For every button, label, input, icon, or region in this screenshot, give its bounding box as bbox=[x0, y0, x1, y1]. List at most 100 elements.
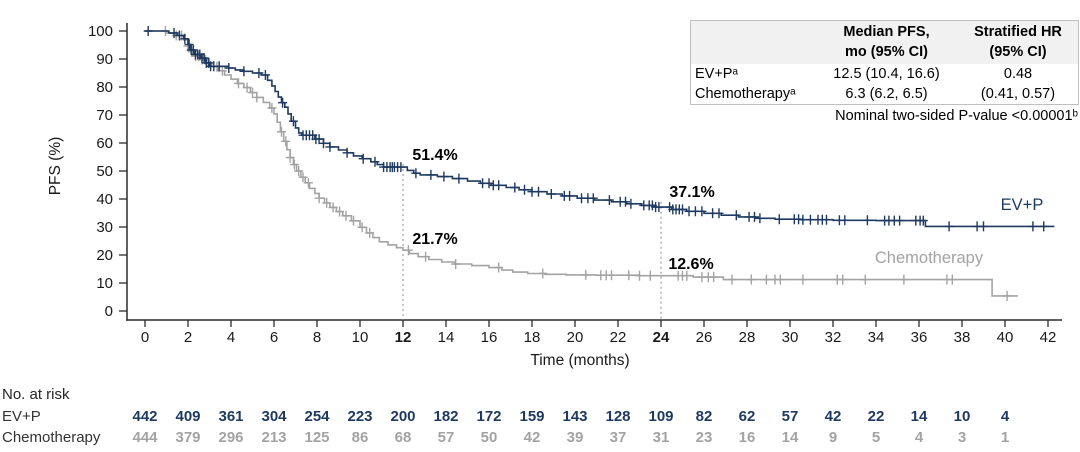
censor-mark bbox=[678, 204, 687, 215]
y-tick-label: 10 bbox=[96, 275, 113, 292]
risk-count: 172 bbox=[476, 408, 501, 425]
x-axis-title: Time (months) bbox=[530, 352, 629, 369]
risk-count: 296 bbox=[218, 429, 243, 446]
risk-count: 182 bbox=[433, 408, 458, 425]
censor-mark bbox=[604, 195, 614, 206]
risk-count: 3 bbox=[958, 429, 966, 446]
annotation-evp-12mo: 51.4% bbox=[412, 147, 457, 164]
x-tick-label: 24 bbox=[653, 329, 670, 346]
censor-mark bbox=[727, 274, 737, 285]
censor-mark bbox=[396, 162, 406, 173]
censor-mark bbox=[979, 221, 988, 232]
censor-mark bbox=[635, 270, 644, 281]
risk-count: 23 bbox=[696, 429, 713, 446]
x-tick-label: 32 bbox=[825, 329, 842, 346]
censor-mark bbox=[1028, 221, 1038, 232]
stats-row-evp-label: EV+Pᵃ bbox=[695, 66, 738, 82]
stats-table: Median PFS, mo (95% CI) Stratified HR (9… bbox=[690, 20, 1079, 105]
risk-count: 68 bbox=[395, 429, 412, 446]
censor-mark bbox=[581, 269, 591, 280]
risk-count: 379 bbox=[175, 429, 200, 446]
risk-count: 409 bbox=[175, 408, 200, 425]
censor-mark bbox=[494, 180, 504, 191]
censor-mark bbox=[947, 274, 957, 285]
censor-mark bbox=[288, 116, 298, 127]
censor-mark bbox=[267, 103, 277, 113]
risk-count: 9 bbox=[829, 429, 837, 446]
censor-mark bbox=[260, 70, 270, 80]
censor-mark bbox=[484, 178, 494, 189]
censor-mark bbox=[862, 215, 872, 226]
censor-mark bbox=[349, 215, 358, 226]
censor-mark bbox=[143, 26, 153, 36]
censor-mark bbox=[370, 156, 380, 167]
censor-mark bbox=[421, 251, 431, 262]
censor-mark bbox=[918, 215, 928, 226]
x-tick-label: 2 bbox=[184, 329, 192, 346]
x-tick-label: 4 bbox=[227, 329, 235, 346]
risk-count: 10 bbox=[954, 408, 971, 425]
censor-mark bbox=[761, 274, 771, 285]
x-tick-label: 30 bbox=[782, 329, 799, 346]
risk-count: 16 bbox=[739, 429, 756, 446]
censor-mark bbox=[494, 262, 504, 273]
censor-mark bbox=[335, 206, 345, 217]
x-tick-label: 10 bbox=[352, 329, 369, 346]
censor-mark bbox=[403, 245, 413, 256]
censor-mark bbox=[731, 210, 741, 221]
y-tick-label: 80 bbox=[96, 79, 113, 96]
curve-label-chemotherapy: Chemotherapy bbox=[875, 249, 984, 267]
censor-mark bbox=[242, 82, 252, 93]
censor-mark bbox=[697, 206, 707, 217]
x-tick-label: 42 bbox=[1040, 329, 1057, 346]
censor-mark bbox=[621, 196, 630, 207]
censor-mark bbox=[546, 189, 556, 199]
censor-mark bbox=[565, 190, 575, 201]
x-tick-label: 40 bbox=[997, 329, 1014, 346]
risk-count: 109 bbox=[648, 408, 673, 425]
risk-count: 4 bbox=[915, 429, 924, 446]
censor-mark bbox=[411, 168, 421, 179]
censor-mark bbox=[750, 211, 759, 222]
censor-mark bbox=[252, 92, 262, 103]
risk-count: 57 bbox=[438, 429, 455, 446]
risk-row-label-chemotherapy: Chemotherapy bbox=[2, 429, 101, 446]
censor-mark bbox=[278, 97, 288, 108]
censor-mark bbox=[774, 214, 784, 225]
y-tick-label: 30 bbox=[96, 219, 113, 236]
risk-count: 42 bbox=[524, 429, 541, 446]
censor-mark bbox=[254, 68, 264, 78]
censor-mark bbox=[234, 78, 243, 89]
censor-mark bbox=[277, 126, 286, 137]
censor-mark bbox=[180, 33, 190, 44]
x-tick-label: 14 bbox=[438, 329, 455, 346]
censor-mark bbox=[248, 87, 257, 98]
stats-header-hr: Stratified HR (95% CI) bbox=[962, 21, 1074, 64]
x-tick-label: 28 bbox=[739, 329, 756, 346]
x-tick-label: 38 bbox=[954, 329, 971, 346]
risk-count: 442 bbox=[132, 408, 157, 425]
censor-mark bbox=[520, 184, 529, 195]
risk-count: 304 bbox=[261, 408, 287, 425]
censor-mark bbox=[224, 63, 234, 73]
curve-label-evp: EV+P bbox=[1001, 196, 1044, 214]
censor-mark bbox=[319, 138, 328, 149]
censor-mark bbox=[325, 141, 335, 152]
censor-mark bbox=[588, 193, 598, 204]
censor-mark bbox=[294, 166, 304, 176]
x-tick-label: 8 bbox=[313, 329, 321, 346]
stats-row-evp-hr: 0.48 bbox=[1003, 66, 1033, 82]
stats-table-header-row: Median PFS, mo (95% CI) Stratified HR (9… bbox=[691, 21, 1078, 64]
censor-mark bbox=[626, 198, 636, 209]
censor-mark bbox=[510, 182, 520, 193]
risk-count: 444 bbox=[132, 429, 158, 446]
x-tick-label: 12 bbox=[395, 329, 412, 346]
risk-count: 57 bbox=[782, 408, 799, 425]
censor-mark bbox=[822, 214, 831, 225]
censor-mark bbox=[746, 274, 756, 285]
censor-mark bbox=[357, 222, 367, 233]
p-value-note: Nominal two-sided P-value <0.00001ᵇ bbox=[835, 108, 1078, 124]
censor-mark bbox=[899, 274, 909, 285]
